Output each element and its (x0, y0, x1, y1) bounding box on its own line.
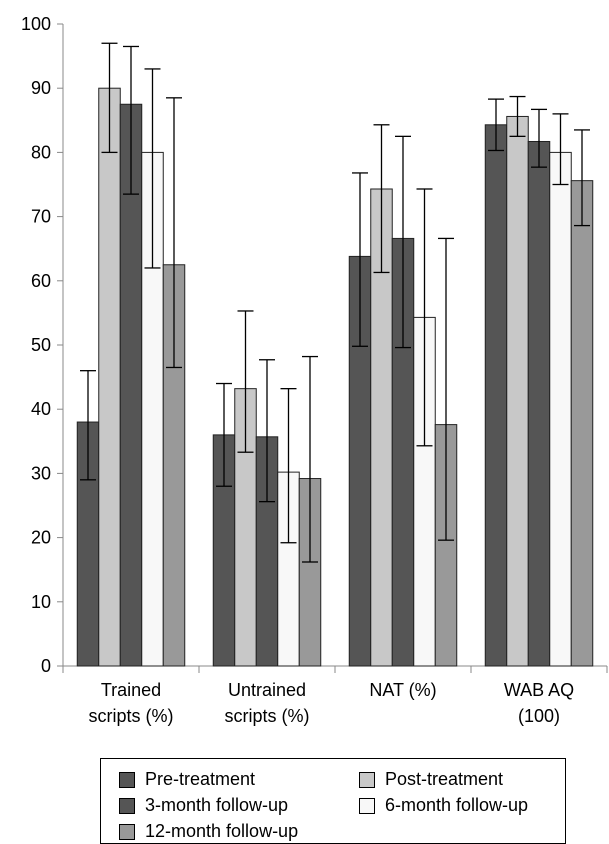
legend-item-post-treatment: Post-treatment (359, 769, 503, 790)
y-tick-label: 0 (41, 656, 51, 676)
x-category-label: Untrained (228, 680, 306, 700)
y-tick-label: 70 (31, 207, 51, 227)
x-category-label: scripts (%) (225, 706, 310, 726)
bar (549, 151, 572, 667)
y-tick-label: 80 (31, 142, 51, 162)
bar (570, 180, 594, 667)
y-tick-label: 30 (31, 463, 51, 483)
legend-swatch-12-month (119, 823, 135, 840)
y-tick-label: 90 (31, 78, 51, 98)
legend-item-pre-treatment: Pre-treatment (119, 769, 255, 790)
legend-item-3-month: 3-month follow-up (119, 795, 288, 816)
legend: Pre-treatment Post-treatment 3-month fol… (100, 758, 566, 844)
legend-label-pre-treatment: Pre-treatment (145, 769, 256, 789)
y-tick-label: 100 (21, 14, 51, 34)
legend-swatch-3-month (119, 797, 135, 814)
legend-label-12-month: 12-month follow-up (145, 821, 299, 841)
legend-swatch-pre-treatment (119, 771, 135, 788)
legend-label-post-treatment: Post-treatment (385, 769, 504, 789)
y-tick-label: 20 (31, 528, 51, 548)
legend-label-6-month: 6-month follow-up (385, 795, 529, 815)
x-category-label: NAT (%) (369, 680, 436, 700)
y-tick-label: 60 (31, 271, 51, 291)
legend-item-6-month: 6-month follow-up (359, 795, 528, 816)
x-category-label: WAB AQ (504, 680, 574, 700)
x-category-label: scripts (%) (89, 706, 174, 726)
y-tick-label: 50 (31, 335, 51, 355)
x-category-label: Trained (101, 680, 161, 700)
legend-item-12-month: 12-month follow-up (119, 821, 298, 842)
bar-chart: 0 10 20 30 40 50 60 70 80 90 100 Trained scripts (%)… (21, 14, 608, 726)
bar (484, 124, 508, 667)
y-tick-label: 10 (31, 592, 51, 612)
x-category-label: (100) (518, 706, 560, 726)
bar (527, 140, 551, 667)
y-tick-label: 40 (31, 399, 51, 419)
bar (506, 115, 529, 667)
legend-swatch-6-month (359, 797, 375, 814)
legend-swatch-post-treatment (359, 771, 375, 788)
bar (98, 87, 121, 667)
legend-label-3-month: 3-month follow-up (145, 795, 289, 815)
